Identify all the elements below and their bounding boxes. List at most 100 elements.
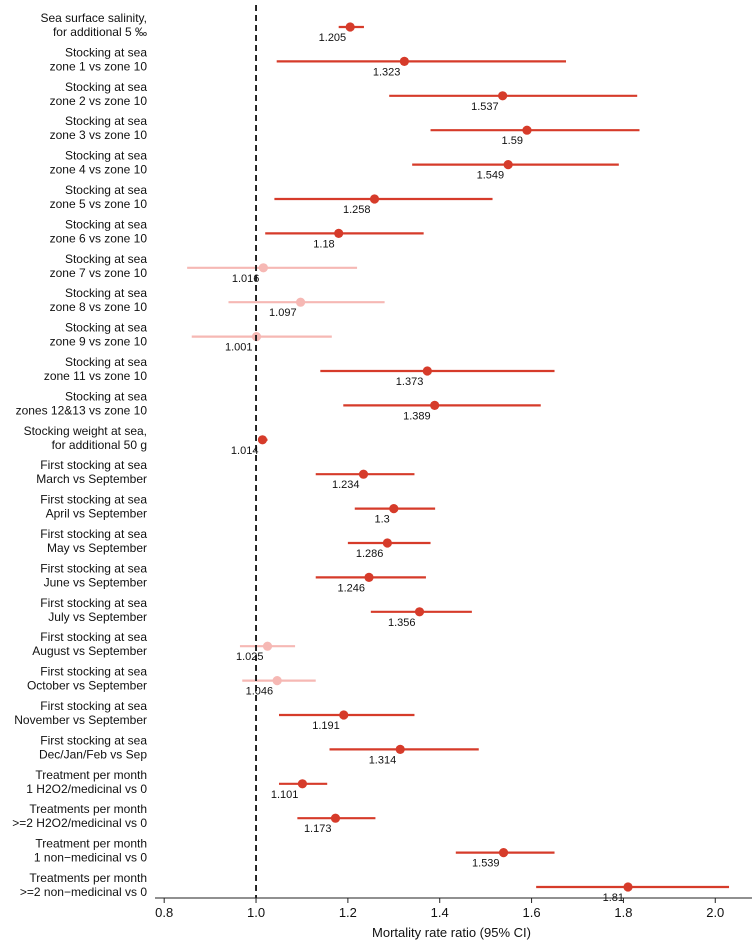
x-tick-label: 2.0	[706, 905, 724, 920]
row-label-line1: Treatments per month	[29, 802, 147, 816]
estimate-point	[257, 435, 268, 445]
row-label-line2: zone 9 vs zone 10	[50, 335, 148, 349]
estimate-label: 1.205	[319, 32, 347, 44]
row-label-line1: Stocking at sea	[65, 355, 147, 369]
row-label-line2: June vs September	[44, 575, 147, 589]
x-tick-label: 1.4	[431, 905, 449, 920]
estimate-point	[522, 125, 532, 135]
row-label-line2: zone 11 vs zone 10	[44, 369, 148, 383]
estimate-label: 1.246	[337, 582, 365, 594]
row-label-line1: Treatment per month	[35, 768, 147, 782]
estimate-label: 1.373	[396, 376, 424, 388]
row-label-line2: 1 non−medicinal vs 0	[34, 851, 147, 865]
forest-row: Treatments per month>=2 non−medicinal vs…	[20, 871, 730, 904]
estimate-label: 1.234	[332, 479, 360, 491]
row-label-line1: Stocking weight at sea,	[24, 424, 147, 438]
row-label-line1: Stocking at sea	[65, 149, 147, 163]
forest-row: Stocking weight at sea,for additional 50…	[24, 424, 268, 457]
estimate-label: 1.389	[403, 410, 431, 422]
row-label-line1: First stocking at sea	[40, 630, 147, 644]
row-label-line2: 1 H2O2/medicinal vs 0	[26, 782, 147, 796]
estimate-label: 1.173	[304, 823, 332, 835]
row-label-line1: First stocking at sea	[40, 458, 147, 472]
x-tick-label: 1.6	[523, 905, 541, 920]
estimate-label: 1.323	[373, 66, 401, 78]
row-label-line2: >=2 H2O2/medicinal vs 0	[12, 816, 147, 830]
row-label-line2: Dec/Jan/Feb vs Sep	[39, 747, 147, 761]
estimate-point	[498, 91, 508, 101]
row-label-line2: for additional 5 ‰	[53, 25, 147, 39]
row-label-line2: zone 2 vs zone 10	[50, 94, 148, 108]
estimate-label: 1.016	[232, 273, 260, 285]
estimate-point	[262, 641, 273, 651]
estimate-label: 1.3	[375, 514, 390, 526]
x-tick-label: 1.2	[339, 905, 357, 920]
row-label-line1: Stocking at sea	[65, 217, 147, 231]
estimate-point	[339, 710, 349, 720]
estimate-label: 1.549	[477, 170, 505, 182]
row-label-line2: zone 4 vs zone 10	[50, 163, 148, 177]
row-label-line2: April vs September	[46, 507, 147, 521]
estimate-label: 1.101	[271, 789, 299, 801]
row-label-line1: Stocking at sea	[65, 321, 147, 335]
row-label-line1: First stocking at sea	[40, 699, 147, 713]
forest-row: Sea surface salinity,for additional 5 ‰ 1…	[41, 11, 364, 44]
row-label-line2: >=2 non−medicinal vs 0	[20, 885, 147, 899]
row-label-line2: November vs September	[14, 713, 147, 727]
estimate-point	[369, 194, 380, 204]
estimate-point	[498, 848, 509, 858]
row-label-line1: First stocking at sea	[40, 561, 147, 575]
estimate-label: 1.046	[246, 686, 274, 698]
estimate-label: 1.258	[343, 204, 371, 216]
forest-row: Treatments per month>=2 H2O2/medicinal v…	[12, 802, 376, 835]
estimate-point	[330, 813, 341, 823]
row-label-line2: zone 5 vs zone 10	[50, 197, 148, 211]
estimate-label: 1.286	[356, 548, 384, 560]
row-label-line2: zones 12&13 vs zone 10	[16, 403, 148, 417]
row-label-line1: Stocking at sea	[65, 389, 147, 403]
row-label-line1: Treatment per month	[35, 837, 147, 851]
estimate-label: 1.014	[231, 445, 259, 457]
estimate-label: 1.537	[471, 101, 499, 113]
estimate-point	[295, 297, 306, 307]
estimate-label: 1.356	[388, 617, 416, 629]
row-label-line2: zone 6 vs zone 10	[50, 231, 148, 245]
estimate-point	[389, 504, 399, 514]
x-tick-label: 0.8	[155, 905, 173, 920]
estimate-point	[395, 744, 405, 755]
estimate-point	[258, 263, 268, 273]
row-label-line1: Treatments per month	[29, 871, 147, 885]
row-label-line2: zone 1 vs zone 10	[50, 59, 148, 73]
estimate-label: 1.191	[312, 720, 340, 732]
row-label-line1: First stocking at sea	[40, 493, 147, 507]
rows-layer: Sea surface salinity,for additional 5 ‰ 1…	[12, 11, 730, 904]
estimate-label: 1.097	[269, 307, 297, 319]
estimate-label: 1.025	[236, 651, 264, 663]
estimate-point	[297, 779, 308, 789]
estimate-label: 1.001	[225, 342, 253, 354]
row-label-line2: zone 3 vs zone 10	[50, 128, 148, 142]
row-label-line1: Stocking at sea	[65, 286, 147, 300]
row-label-line2: May vs September	[47, 541, 147, 555]
estimate-point	[414, 607, 425, 617]
estimate-point	[623, 882, 633, 892]
estimate-point	[334, 228, 344, 238]
row-label-line2: March vs September	[36, 472, 147, 486]
row-label-line2: August vs September	[32, 644, 147, 658]
row-label-line1: First stocking at sea	[40, 665, 147, 679]
estimate-point	[358, 469, 369, 479]
estimate-point	[382, 538, 392, 548]
